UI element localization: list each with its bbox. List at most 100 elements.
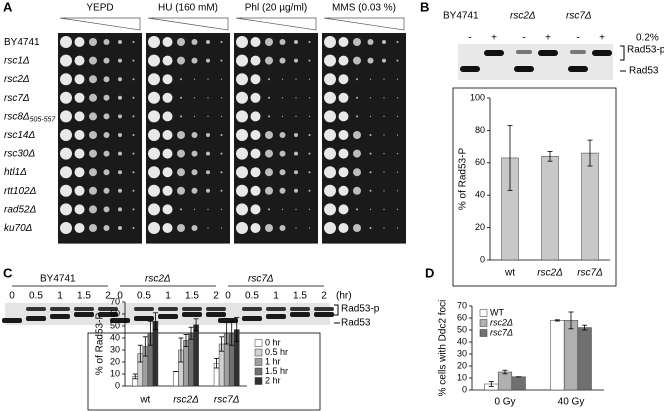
bar [541, 156, 559, 261]
colony-spot [162, 37, 173, 47]
strain-label: rad52Δ [4, 204, 37, 215]
colony-spot [89, 93, 97, 102]
colony-spot [294, 133, 298, 137]
blot-band [182, 312, 202, 317]
y-tick-label: 20 [110, 356, 120, 366]
colony-spot [295, 78, 297, 80]
colony-spot [60, 184, 72, 197]
colony-spot [250, 185, 261, 196]
colony-spot [148, 129, 160, 141]
colony-spot [118, 133, 122, 137]
colony-spot [60, 73, 72, 86]
y-tick-label: 40 [457, 336, 467, 346]
colony-spot [89, 75, 97, 84]
error-bar [547, 151, 553, 162]
colony-spot [162, 74, 173, 85]
blot-band [266, 314, 286, 319]
colony-spot [162, 130, 173, 140]
colony-spot [396, 41, 399, 43]
colony-spot [383, 190, 385, 192]
colony-spot [383, 134, 385, 136]
colony-spot [118, 207, 122, 212]
colony-spot [268, 208, 270, 211]
colony-spot [148, 91, 160, 104]
colony-spot [353, 131, 361, 139]
colony-spot [268, 115, 270, 118]
error-bar [147, 320, 153, 346]
error-bar [193, 318, 199, 332]
colony-spot [206, 58, 210, 63]
colony-spot [250, 167, 261, 178]
blot-band [2, 318, 22, 323]
bar [511, 376, 526, 391]
colony-spot [236, 222, 248, 234]
colony-spot [193, 115, 196, 117]
y-tick-label: 60 [475, 157, 485, 167]
colony-spot [207, 227, 209, 229]
colony-spot [60, 222, 72, 234]
strain-label: BY4741 [4, 37, 40, 48]
colony-spot [148, 222, 160, 234]
colony-spot [206, 40, 210, 44]
colony-spot [89, 38, 97, 46]
strain-name: htl1Δ [4, 167, 27, 178]
strain-label: rsc7Δ [4, 92, 30, 103]
colony-spot [132, 189, 135, 192]
colony-spot [338, 204, 349, 215]
lane-label: + [491, 33, 497, 44]
colony-spot [118, 40, 122, 44]
colony-spot [382, 40, 386, 44]
bar [581, 152, 599, 261]
colony-spot [324, 91, 336, 104]
error-bar [234, 317, 240, 343]
colony-spot [236, 110, 248, 123]
strain-label: rsc2Δ [4, 74, 30, 85]
colony-spot [60, 91, 72, 104]
colony-spot [279, 39, 286, 45]
colony-spot [369, 134, 372, 136]
colony-spot [396, 153, 399, 155]
colony-spot [369, 208, 372, 210]
colony-spot [180, 115, 182, 118]
chart-frame [452, 87, 617, 287]
bar [550, 320, 565, 391]
colony-spot [294, 170, 298, 175]
blot-band [568, 66, 588, 72]
colony-spot [191, 169, 198, 176]
colony-spot [89, 149, 97, 158]
error-bar [178, 337, 184, 363]
colony-spot [324, 54, 336, 67]
colony-spot [103, 76, 110, 83]
colony-spot [74, 223, 85, 233]
legend-label: 0.5 hr [265, 347, 288, 357]
colony-spot [74, 74, 85, 85]
colony-spot [103, 225, 110, 231]
colony-spot [177, 131, 185, 139]
colony-spot [308, 227, 311, 229]
x-tick-label: wt [139, 395, 150, 406]
colony-spot [295, 208, 297, 210]
colony-spot [338, 92, 349, 103]
colony-spot [74, 204, 85, 215]
blot [458, 44, 613, 80]
colony-spot [220, 134, 223, 136]
colony-spot [132, 227, 135, 229]
blot-band [206, 307, 226, 311]
colony-spot [132, 152, 135, 155]
colony-spot [250, 37, 261, 47]
plate-image [234, 33, 318, 244]
colony-spot [220, 59, 223, 62]
blot-band [290, 312, 310, 317]
colony-spot [236, 73, 248, 86]
y-tick-label: 10 [457, 372, 467, 382]
colony-spot [162, 167, 173, 178]
colony-spot [180, 96, 182, 99]
legend-label: rsc2Δ [490, 317, 513, 327]
colony-spot [396, 208, 399, 210]
error-bar [229, 320, 235, 346]
legend-swatch [254, 367, 263, 376]
bar [183, 340, 189, 387]
y-tick-label: 70 [110, 296, 120, 306]
colony-spot [356, 115, 358, 118]
colony-spot [193, 97, 196, 99]
